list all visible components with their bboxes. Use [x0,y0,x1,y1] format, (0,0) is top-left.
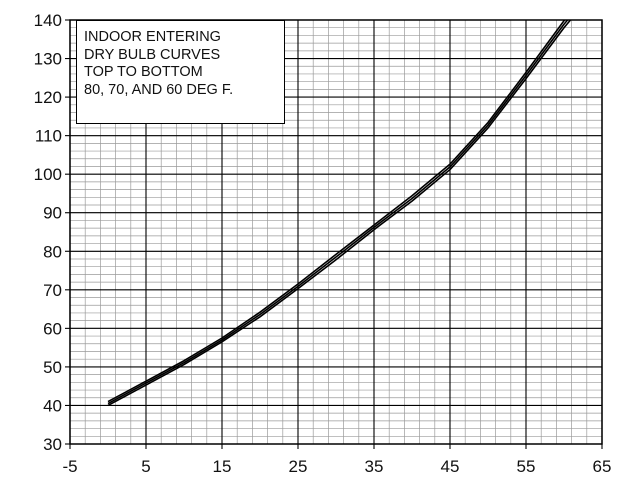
series-line-70f [107,20,569,405]
annotation-line-4: 80, 70, AND 60 DEG F. [84,81,234,98]
x-tick-label: 35 [365,457,384,476]
series-line-60f [107,20,572,407]
y-tick-label: 30 [43,435,62,454]
annotation-line-1: INDOOR ENTERING [84,29,221,45]
x-tick-label: 55 [517,457,536,476]
series-layer [107,20,572,407]
y-tick-label: 40 [43,396,62,415]
x-tick-label: 15 [213,457,232,476]
x-tick-labels: -5 5 15 25 35 45 55 65 [62,444,611,476]
y-tick-label: 120 [34,88,62,107]
plot-frame [69,19,603,445]
y-tick-label: 110 [35,127,62,146]
x-tick-label: 5 [141,457,150,476]
y-tick-label: 100 [34,165,62,184]
y-tick-label: 130 [34,50,62,69]
x-tick-label: 25 [289,457,308,476]
y-tick-label: 70 [43,281,62,300]
x-tick-label: 65 [593,457,612,476]
y-tick-label: 90 [43,204,62,223]
y-tick-label: 60 [43,319,62,338]
annotation-line-2: DRY BULB CURVES [84,46,221,63]
y-tick-label: 80 [43,242,62,261]
y-tick-labels: 30 40 50 60 70 80 90 100 110 120 130 140 [34,11,70,454]
y-tick-label: 140 [34,11,62,30]
x-tick-label: 45 [441,457,460,476]
annotation-line-3: TOP TO BOTTOM [84,64,203,80]
legend-annotation: INDOOR ENTERING DRY BULB CURVES TOP TO B… [76,20,285,124]
y-tick-label: 50 [43,358,62,377]
series-line-80f [107,20,566,403]
x-tick-label: -5 [62,457,77,476]
